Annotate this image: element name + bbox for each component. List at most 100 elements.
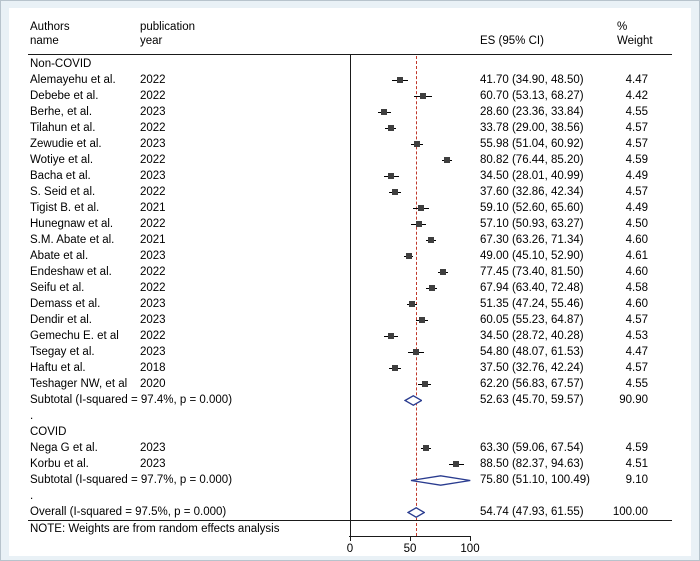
es-ci-label: 33.78 (29.00, 38.56) (480, 121, 584, 134)
es-marker (387, 125, 394, 131)
col-header-publication-line1: publication (140, 21, 195, 33)
col-header-percent: % (617, 21, 628, 33)
es-marker (453, 461, 460, 467)
es-ci-label: 34.50 (28.72, 40.28) (480, 329, 584, 342)
col-header-weight: Weight (617, 35, 653, 47)
overall-label: Overall (I-squared = 97.5%, p = 0.000) (30, 505, 227, 518)
study-row: Hunegnaw et al. 2022 57.10 (50.93, 63.27) 4… (0, 216, 700, 232)
study-row: Seifu et al. 2022 67.94 (63.40, 72.48) 4.58 (0, 280, 700, 296)
spacer-row: . (0, 408, 700, 424)
es-marker (419, 317, 426, 323)
subtotal-row: Subtotal (I-squared = 97.7%, p = 0.000) 7… (0, 472, 700, 488)
study-row: Demass et al. 2023 51.35 (47.24, 55.46) 4.6… (0, 296, 700, 312)
es-marker (427, 237, 434, 243)
study-name: Endeshaw et al. (30, 265, 112, 278)
study-year: 2022 (140, 121, 166, 134)
es-marker (439, 269, 446, 275)
es-ci-label: 60.05 (55.23, 64.87) (480, 313, 584, 326)
es-ci-label: 52.63 (45.70, 59.57) (480, 393, 584, 406)
weight-label: 100.00 (612, 505, 648, 518)
es-ci-label: 60.70 (53.13, 68.27) (480, 89, 584, 102)
es-ci-label: 55.98 (51.04, 60.92) (480, 137, 584, 150)
es-ci-label: 77.45 (73.40, 81.50) (480, 265, 584, 278)
x-axis-tick (409, 536, 411, 541)
study-row: Teshager NW, et al 2020 62.20 (56.83, 67.5… (0, 376, 700, 392)
es-marker (381, 109, 388, 115)
study-year: 2023 (140, 297, 166, 310)
study-name: Abate et al. (30, 249, 89, 262)
x-axis: 0 50 100 (0, 536, 700, 560)
summary-diamond (411, 474, 471, 486)
study-row: Tsegay et al. 2023 54.80 (48.07, 61.53) 4.4… (0, 344, 700, 360)
es-ci-label: 54.74 (47.93, 61.55) (480, 505, 584, 518)
study-name: Tsegay et al. (30, 345, 95, 358)
study-name: Wotiye et al. (30, 153, 94, 166)
study-year: 2021 (140, 233, 166, 246)
x-axis-tick-label: 100 (460, 543, 480, 555)
group-row: COVID (0, 424, 700, 440)
study-year: 2023 (140, 345, 166, 358)
study-row: Alemayehu et al. 2022 41.70 (34.90, 48.50)… (0, 72, 700, 88)
weight-label: 4.42 (625, 89, 648, 102)
es-marker (392, 365, 398, 371)
weight-label: 4.57 (625, 121, 648, 134)
es-ci-label: 28.60 (23.36, 33.84) (480, 105, 584, 118)
es-ci-label: 62.20 (56.83, 67.57) (480, 377, 584, 390)
study-name: Tigist B. et al. (30, 201, 100, 214)
weight-label: 4.57 (625, 313, 648, 326)
es-ci-label: 51.35 (47.24, 55.46) (480, 297, 584, 310)
study-name: Berhe, et al. (30, 105, 93, 118)
weight-label: 4.51 (625, 457, 648, 470)
weight-label: 4.55 (625, 377, 648, 390)
spacer-dot: . (30, 489, 34, 502)
study-year: 2020 (140, 377, 166, 390)
study-row: Nega G et al. 2023 63.30 (59.06, 67.54) 4.5… (0, 440, 700, 456)
study-name: Korbu et al. (30, 457, 89, 470)
study-row: Debebe et al. 2022 60.70 (53.13, 68.27) 4.4… (0, 88, 700, 104)
es-ci-label: 63.30 (59.06, 67.54) (480, 441, 584, 454)
study-year: 2022 (140, 265, 166, 278)
study-year: 2023 (140, 457, 166, 470)
es-marker (405, 253, 412, 259)
study-name: Nega G et al. (30, 441, 98, 454)
col-header-authors-line1: Authors (30, 21, 70, 33)
overall-row: Overall (I-squared = 97.5%, p = 0.000) 54… (0, 504, 700, 520)
weight-label: 4.49 (625, 169, 648, 182)
es-ci-label: 37.50 (32.76, 42.24) (480, 361, 584, 374)
study-year: 2023 (140, 137, 166, 150)
es-marker (414, 141, 421, 147)
study-name: Debebe et al. (30, 89, 99, 102)
study-row: S. Seid et al. 2022 37.60 (32.86, 42.34) 4.… (0, 184, 700, 200)
es-marker (428, 285, 435, 291)
study-year: 2023 (140, 441, 166, 454)
subtotal-label: Subtotal (I-squared = 97.7%, p = 0.000) (30, 473, 233, 486)
study-row: Tigist B. et al. 2021 59.10 (52.60, 65.60)… (0, 200, 700, 216)
weight-label: 4.49 (625, 201, 648, 214)
forest-rows: Non-COVID Alemayehu et al. 2022 41.70 (34.9… (0, 56, 700, 520)
study-name: Tilahun et al. (30, 121, 96, 134)
weight-label: 4.58 (625, 281, 648, 294)
es-ci-label: 59.10 (52.60, 65.60) (480, 201, 584, 214)
weight-label: 4.57 (625, 361, 648, 374)
study-name: Dendir et al. (30, 313, 93, 326)
study-year: 2021 (140, 201, 166, 214)
weight-label: 4.60 (625, 233, 648, 246)
study-row: S.M. Abate et al. 2021 67.30 (63.26, 71.34… (0, 232, 700, 248)
study-year: 2022 (140, 185, 166, 198)
zero-line (349, 54, 351, 536)
bottom-rule (28, 520, 672, 521)
subtotal-row: Subtotal (I-squared = 97.4%, p = 0.000) 5… (0, 392, 700, 408)
study-row: Abate et al. 2023 49.00 (45.10, 52.90) 4.61 (0, 248, 700, 264)
study-name: Gemechu E. et al (30, 329, 119, 342)
group-label: COVID (30, 425, 67, 438)
es-marker (392, 189, 399, 195)
es-marker (417, 205, 424, 211)
study-row: Wotiye et al. 2022 80.82 (76.44, 85.20) 4.5… (0, 152, 700, 168)
study-name: Hunegnaw et al. (30, 217, 114, 230)
col-header-publication-line2: year (140, 35, 163, 47)
weight-label: 4.53 (625, 329, 648, 342)
group-row: Non-COVID (0, 56, 700, 72)
weight-label: 9.10 (625, 473, 648, 486)
study-year: 2022 (140, 153, 166, 166)
